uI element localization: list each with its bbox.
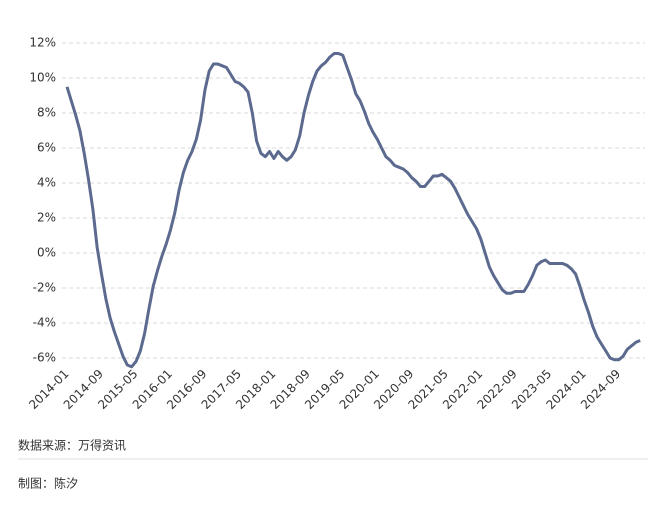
- y-tick-label: 12%: [29, 36, 56, 50]
- y-tick-label: 10%: [29, 71, 56, 85]
- source-note: 数据来源：万得资讯: [18, 438, 126, 453]
- y-tick-label: 2%: [37, 211, 56, 225]
- y-tick-label: 6%: [37, 141, 56, 155]
- y-tick-label: -2%: [33, 281, 56, 295]
- series-line: [65, 52, 641, 369]
- y-tick-label: 0%: [37, 246, 56, 260]
- y-tick-label: 8%: [37, 106, 56, 120]
- y-tick-label: -6%: [33, 351, 56, 365]
- y-tick-label: -4%: [33, 316, 56, 330]
- y-tick-label: 4%: [37, 176, 56, 190]
- credit-note: 制图：陈汐: [18, 476, 78, 491]
